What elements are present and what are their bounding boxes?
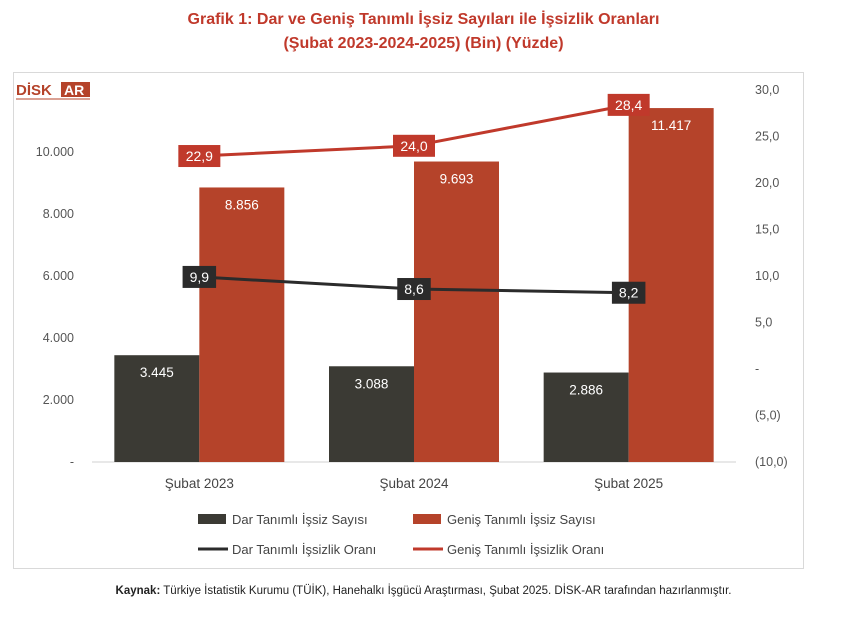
y-right-tick-label: 20,0 xyxy=(755,176,779,190)
y-right-tick-label: 10,0 xyxy=(755,269,779,283)
legend-label: Geniş Tanımlı İşsiz Sayısı xyxy=(447,512,596,527)
y-left-tick-label: 8.000 xyxy=(43,207,74,221)
line-data-label: 8,2 xyxy=(619,285,639,301)
logo-main-text: DİSK xyxy=(16,82,52,99)
y-right-tick-label: 30,0 xyxy=(755,83,779,97)
line-data-label: 9,9 xyxy=(190,269,210,285)
bar-data-label: 3.445 xyxy=(140,365,174,380)
chart-subtitle: (Şubat 2023-2024-2025) (Bin) (Yüzde) xyxy=(283,35,564,52)
x-tick-label: Şubat 2025 xyxy=(594,476,663,491)
line-data-label: 28,4 xyxy=(615,97,642,113)
legend-label: Geniş Tanımlı İşsizlik Oranı xyxy=(447,542,604,557)
disk-ar-logo: DİSK AR xyxy=(14,80,92,102)
chart-title: Grafik 1: Dar ve Geniş Tanımlı İşsiz Say… xyxy=(187,11,660,28)
line-data-label: 22,9 xyxy=(186,148,213,164)
y-left-tick-label: 2.000 xyxy=(43,393,74,407)
line-data-label-box xyxy=(182,265,217,288)
line-data-label-box xyxy=(178,145,221,168)
bar-data-label: 8.856 xyxy=(225,197,259,212)
legend-label: Dar Tanımlı İşsiz Sayısı xyxy=(232,512,368,527)
line-data-label-box xyxy=(393,134,435,157)
x-tick-label: Şubat 2023 xyxy=(165,476,234,491)
bar xyxy=(543,372,629,462)
legend-swatch-bar xyxy=(198,514,226,524)
y-left-tick-label: 6.000 xyxy=(43,269,74,283)
x-tick-label: Şubat 2024 xyxy=(379,476,449,491)
line-data-label-box xyxy=(607,93,650,116)
bar-data-label: 9.693 xyxy=(440,172,474,187)
y-left-tick-label: 10.000 xyxy=(36,145,74,159)
y-right-tick-label: 5,0 xyxy=(755,316,772,330)
bar xyxy=(199,187,285,463)
y-left-tick-label: 4.000 xyxy=(43,331,74,345)
y-right-tick-label: 25,0 xyxy=(755,130,779,144)
line-data-label-box xyxy=(611,281,646,304)
line-data-label: 8,6 xyxy=(404,281,424,297)
source-label: Kaynak: xyxy=(115,585,161,597)
source-text: Türkiye İstatistik Kurumu (TÜİK), Haneha… xyxy=(160,585,732,597)
y-right-tick-label: 15,0 xyxy=(755,223,779,237)
legend-label: Dar Tanımlı İşsizlik Oranı xyxy=(232,542,376,557)
y-left-tick-label: - xyxy=(70,455,74,469)
bar xyxy=(329,366,414,462)
logo-accent-text: AR xyxy=(64,82,84,98)
chart-title-block: Grafik 1: Dar ve Geniş Tanımlı İşsiz Say… xyxy=(0,8,847,56)
y-right-tick-label: (5,0) xyxy=(755,409,781,423)
bar-data-label: 2.886 xyxy=(569,383,603,398)
bar-data-label: 11.417 xyxy=(651,118,691,133)
bar xyxy=(414,161,499,462)
source-note: Kaynak: Türkiye İstatistik Kurumu (TÜİK)… xyxy=(0,585,847,597)
bar xyxy=(114,355,200,462)
line-data-label: 24,0 xyxy=(400,138,427,154)
line-data-label-box xyxy=(397,278,431,301)
y-right-tick-label: (10,0) xyxy=(755,455,788,469)
bar-data-label: 3.088 xyxy=(355,376,389,391)
y-right-tick-label: - xyxy=(755,362,759,376)
legend-swatch-bar xyxy=(413,514,441,524)
